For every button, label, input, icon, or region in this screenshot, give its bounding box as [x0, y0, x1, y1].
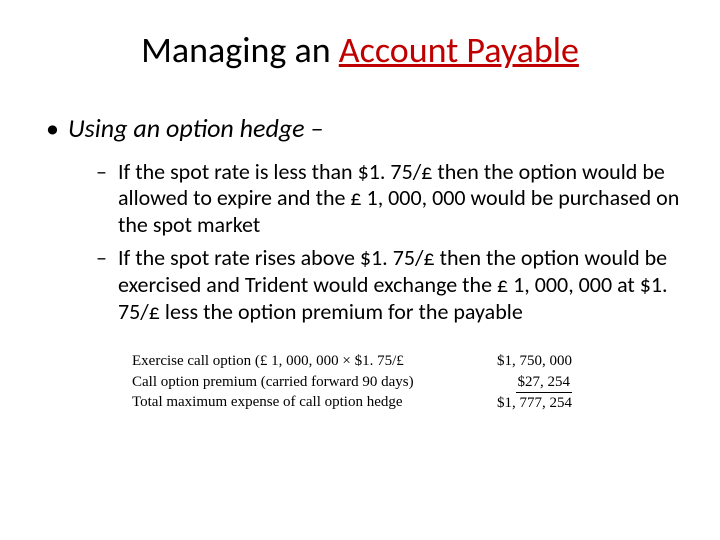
calc-row-value: $27, 254 [462, 372, 572, 393]
calc-row-value: $1, 777, 254 [462, 393, 572, 413]
bullet-list: Using an option hedge – If the spot rate… [46, 112, 680, 325]
sub-bullet-text: If the spot rate is less than $1. 75/£ t… [118, 158, 679, 239]
calc-labels-column: Exercise call option (£ 1, 000, 000 × $1… [132, 351, 462, 413]
title-accent: Account Payable [339, 28, 579, 72]
calc-underlined-value: $27, 254 [516, 372, 573, 393]
sub-bullet-list: If the spot rate is less than $1. 75/£ t… [96, 159, 680, 326]
calc-row-label: Call option premium (carried forward 90 … [132, 372, 462, 392]
slide: Managing an Account Payable Using an opt… [0, 0, 720, 540]
calc-row-value: $1, 750, 000 [462, 351, 572, 371]
bullet-main-text: Using an option hedge – [68, 112, 323, 144]
title-plain: Managing an [141, 28, 339, 72]
sub-bullet: If the spot rate is less than $1. 75/£ t… [96, 159, 680, 239]
calculation-block: Exercise call option (£ 1, 000, 000 × $1… [132, 351, 680, 413]
calc-values-column: $1, 750, 000 $27, 254 $1, 777, 254 [462, 351, 572, 413]
sub-bullet-text: If the spot rate rises above $1. 75/£ th… [118, 244, 668, 325]
calc-row-label: Exercise call option (£ 1, 000, 000 × $1… [132, 351, 462, 371]
sub-bullet: If the spot rate rises above $1. 75/£ th… [96, 245, 680, 325]
bullet-main: Using an option hedge – If the spot rate… [46, 112, 680, 325]
calc-row-label: Total maximum expense of call option hed… [132, 392, 462, 412]
slide-title: Managing an Account Payable [40, 28, 680, 72]
